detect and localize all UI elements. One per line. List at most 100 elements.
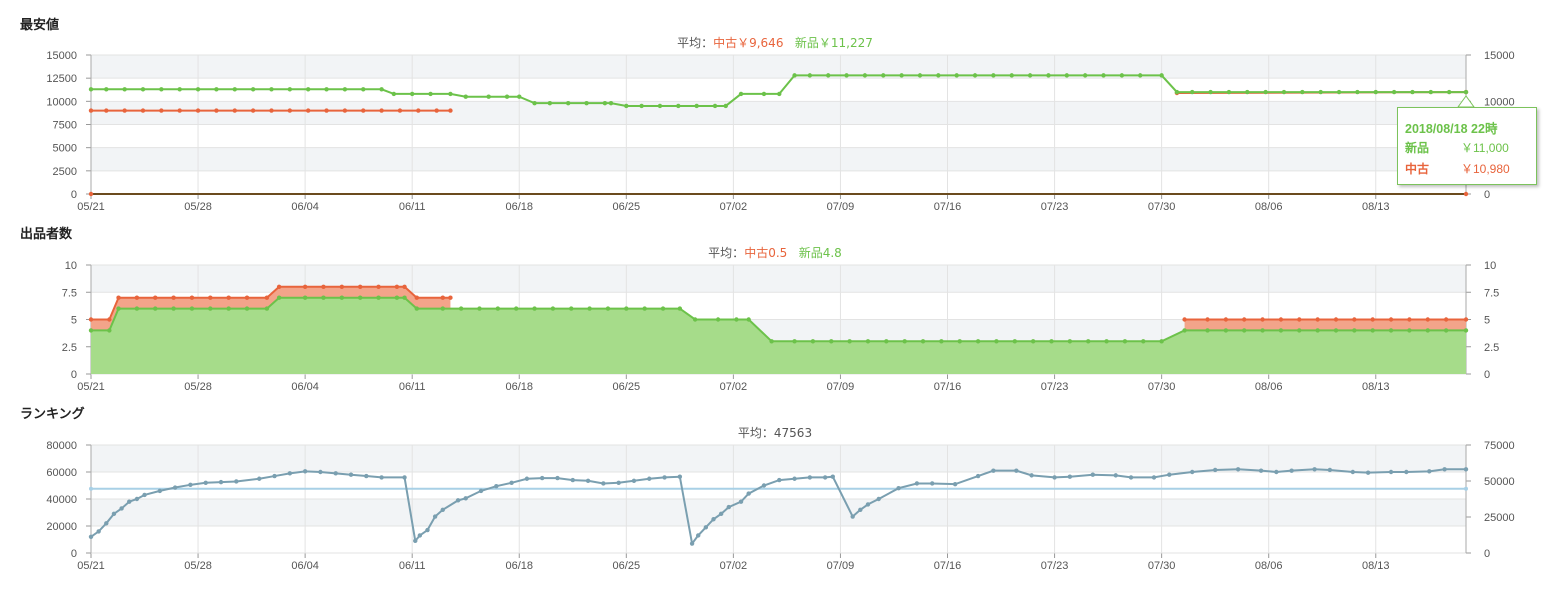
sellers-new-point xyxy=(1297,328,1302,333)
rank-series-point xyxy=(1113,473,1118,478)
sellers-new-area xyxy=(91,297,1466,374)
price-zero-start xyxy=(88,191,94,197)
sellers-xtick-label: 05/28 xyxy=(184,381,212,393)
sellers-new-point xyxy=(440,306,445,311)
sellers-new-point xyxy=(1352,328,1357,333)
tooltip-new-value: ￥11,000 xyxy=(1461,141,1509,155)
tooltip-used-row: 中古 ￥10,980 xyxy=(1405,160,1510,177)
rank-series-point xyxy=(104,521,109,526)
sellers-new-point xyxy=(1278,328,1284,333)
price-new-point xyxy=(463,94,468,99)
rank-series-point xyxy=(975,473,981,479)
price-xtick-label: 07/30 xyxy=(1148,201,1176,213)
price-zero-end xyxy=(1463,191,1469,197)
price-new-point xyxy=(305,87,311,92)
ranking-band xyxy=(91,526,1466,553)
sellers-new-point xyxy=(829,339,834,344)
rank-series-point xyxy=(302,469,308,474)
sellers-new-point xyxy=(495,306,501,311)
price-new-point xyxy=(1119,73,1125,78)
sellers-ytick-left: 2.5 xyxy=(62,342,77,354)
sellers-used-point xyxy=(88,317,94,322)
rank-series-point xyxy=(234,479,239,484)
sellers-new-point xyxy=(994,339,999,344)
price-used-point xyxy=(397,108,403,113)
price-new-point xyxy=(232,87,237,92)
rank-series-point xyxy=(865,502,871,507)
sellers-new-point xyxy=(244,306,250,311)
price-used-point xyxy=(305,108,311,113)
sellers-new-point xyxy=(189,306,195,311)
sellers-new-point xyxy=(1049,339,1054,344)
rank-series-point xyxy=(1235,467,1241,472)
sellers-used-point xyxy=(440,295,445,300)
ranking-xtick-label: 07/02 xyxy=(720,560,748,572)
rank-series-point xyxy=(402,475,407,480)
price-new-point xyxy=(862,73,868,78)
sellers-new-point xyxy=(402,295,407,300)
rank-series-point xyxy=(1274,469,1279,475)
sellers-new-point xyxy=(865,339,871,344)
sellers-xtick-label: 05/21 xyxy=(77,381,105,393)
price-new-point xyxy=(1318,89,1323,95)
ranking-xtick-label: 06/11 xyxy=(399,560,426,572)
sellers-ytick-left: 5 xyxy=(71,315,77,327)
sellers-used-recent-point xyxy=(1443,317,1449,322)
rank-series-point xyxy=(807,475,813,480)
price-new-point xyxy=(486,94,491,99)
price-new-point xyxy=(657,103,663,109)
tooltip-used-label: 中古 xyxy=(1405,162,1430,176)
rank-series-point xyxy=(348,472,354,477)
price-used-point xyxy=(379,108,384,113)
price-new-point xyxy=(1027,73,1033,78)
sellers-new-point xyxy=(276,295,282,300)
price-new-point xyxy=(738,91,744,97)
price-new-point xyxy=(547,100,553,106)
price-used-point xyxy=(342,108,348,113)
sellers-new-point xyxy=(1122,339,1128,344)
price-new-point xyxy=(122,87,127,92)
price-used-point xyxy=(324,108,329,113)
tooltip-new-row: 新品 ￥11,000 xyxy=(1405,139,1509,156)
rank-series-point xyxy=(777,477,782,483)
price-xtick-label: 07/23 xyxy=(1041,201,1069,213)
rank-series-point xyxy=(218,479,224,485)
tooltip-date: 2018/08/18 22時 xyxy=(1405,122,1498,136)
sellers-new-point xyxy=(810,339,816,344)
price-xtick-label: 08/13 xyxy=(1362,201,1390,213)
price-new-point xyxy=(792,73,797,78)
price-tooltip: 2018/08/18 22時 新品 ￥11,000 中古 ￥10,980 xyxy=(1397,107,1537,185)
sellers-used-point xyxy=(134,295,140,300)
price-used-point xyxy=(232,108,237,113)
price-band xyxy=(91,124,1466,148)
ranking-ytick-left: 40000 xyxy=(46,494,77,506)
rank-series-point xyxy=(88,534,94,539)
price-new-point xyxy=(565,100,571,106)
sellers-ytick-right: 10 xyxy=(1484,260,1496,272)
sellers-new-point xyxy=(660,306,666,311)
price-average-new: 新品￥11,227 xyxy=(794,36,873,50)
rank-series-point xyxy=(726,504,731,510)
sellers-new-point xyxy=(1030,339,1036,344)
price-new-point xyxy=(324,87,329,92)
price-new-point xyxy=(1300,89,1305,95)
sellers-new-point xyxy=(1315,328,1320,333)
price-new-point xyxy=(1428,89,1434,95)
sellers-new-point xyxy=(847,339,852,344)
sellers-new-point xyxy=(226,306,231,311)
sellers-new-line xyxy=(91,296,1466,343)
sellers-new-point xyxy=(692,317,698,322)
sellers-new-point xyxy=(1425,328,1430,333)
ranking-band xyxy=(91,499,1466,526)
price-new-point xyxy=(1373,89,1378,95)
rank-series-point xyxy=(432,514,438,519)
price-new-point xyxy=(807,73,813,78)
price-used-point xyxy=(195,108,201,113)
rank-series-point xyxy=(746,491,751,496)
price-used-point xyxy=(159,108,164,113)
sellers-new-point xyxy=(624,306,629,311)
rank-series-point xyxy=(570,477,575,483)
sellers-new-point xyxy=(1012,339,1018,344)
rank-series-point xyxy=(896,486,901,491)
